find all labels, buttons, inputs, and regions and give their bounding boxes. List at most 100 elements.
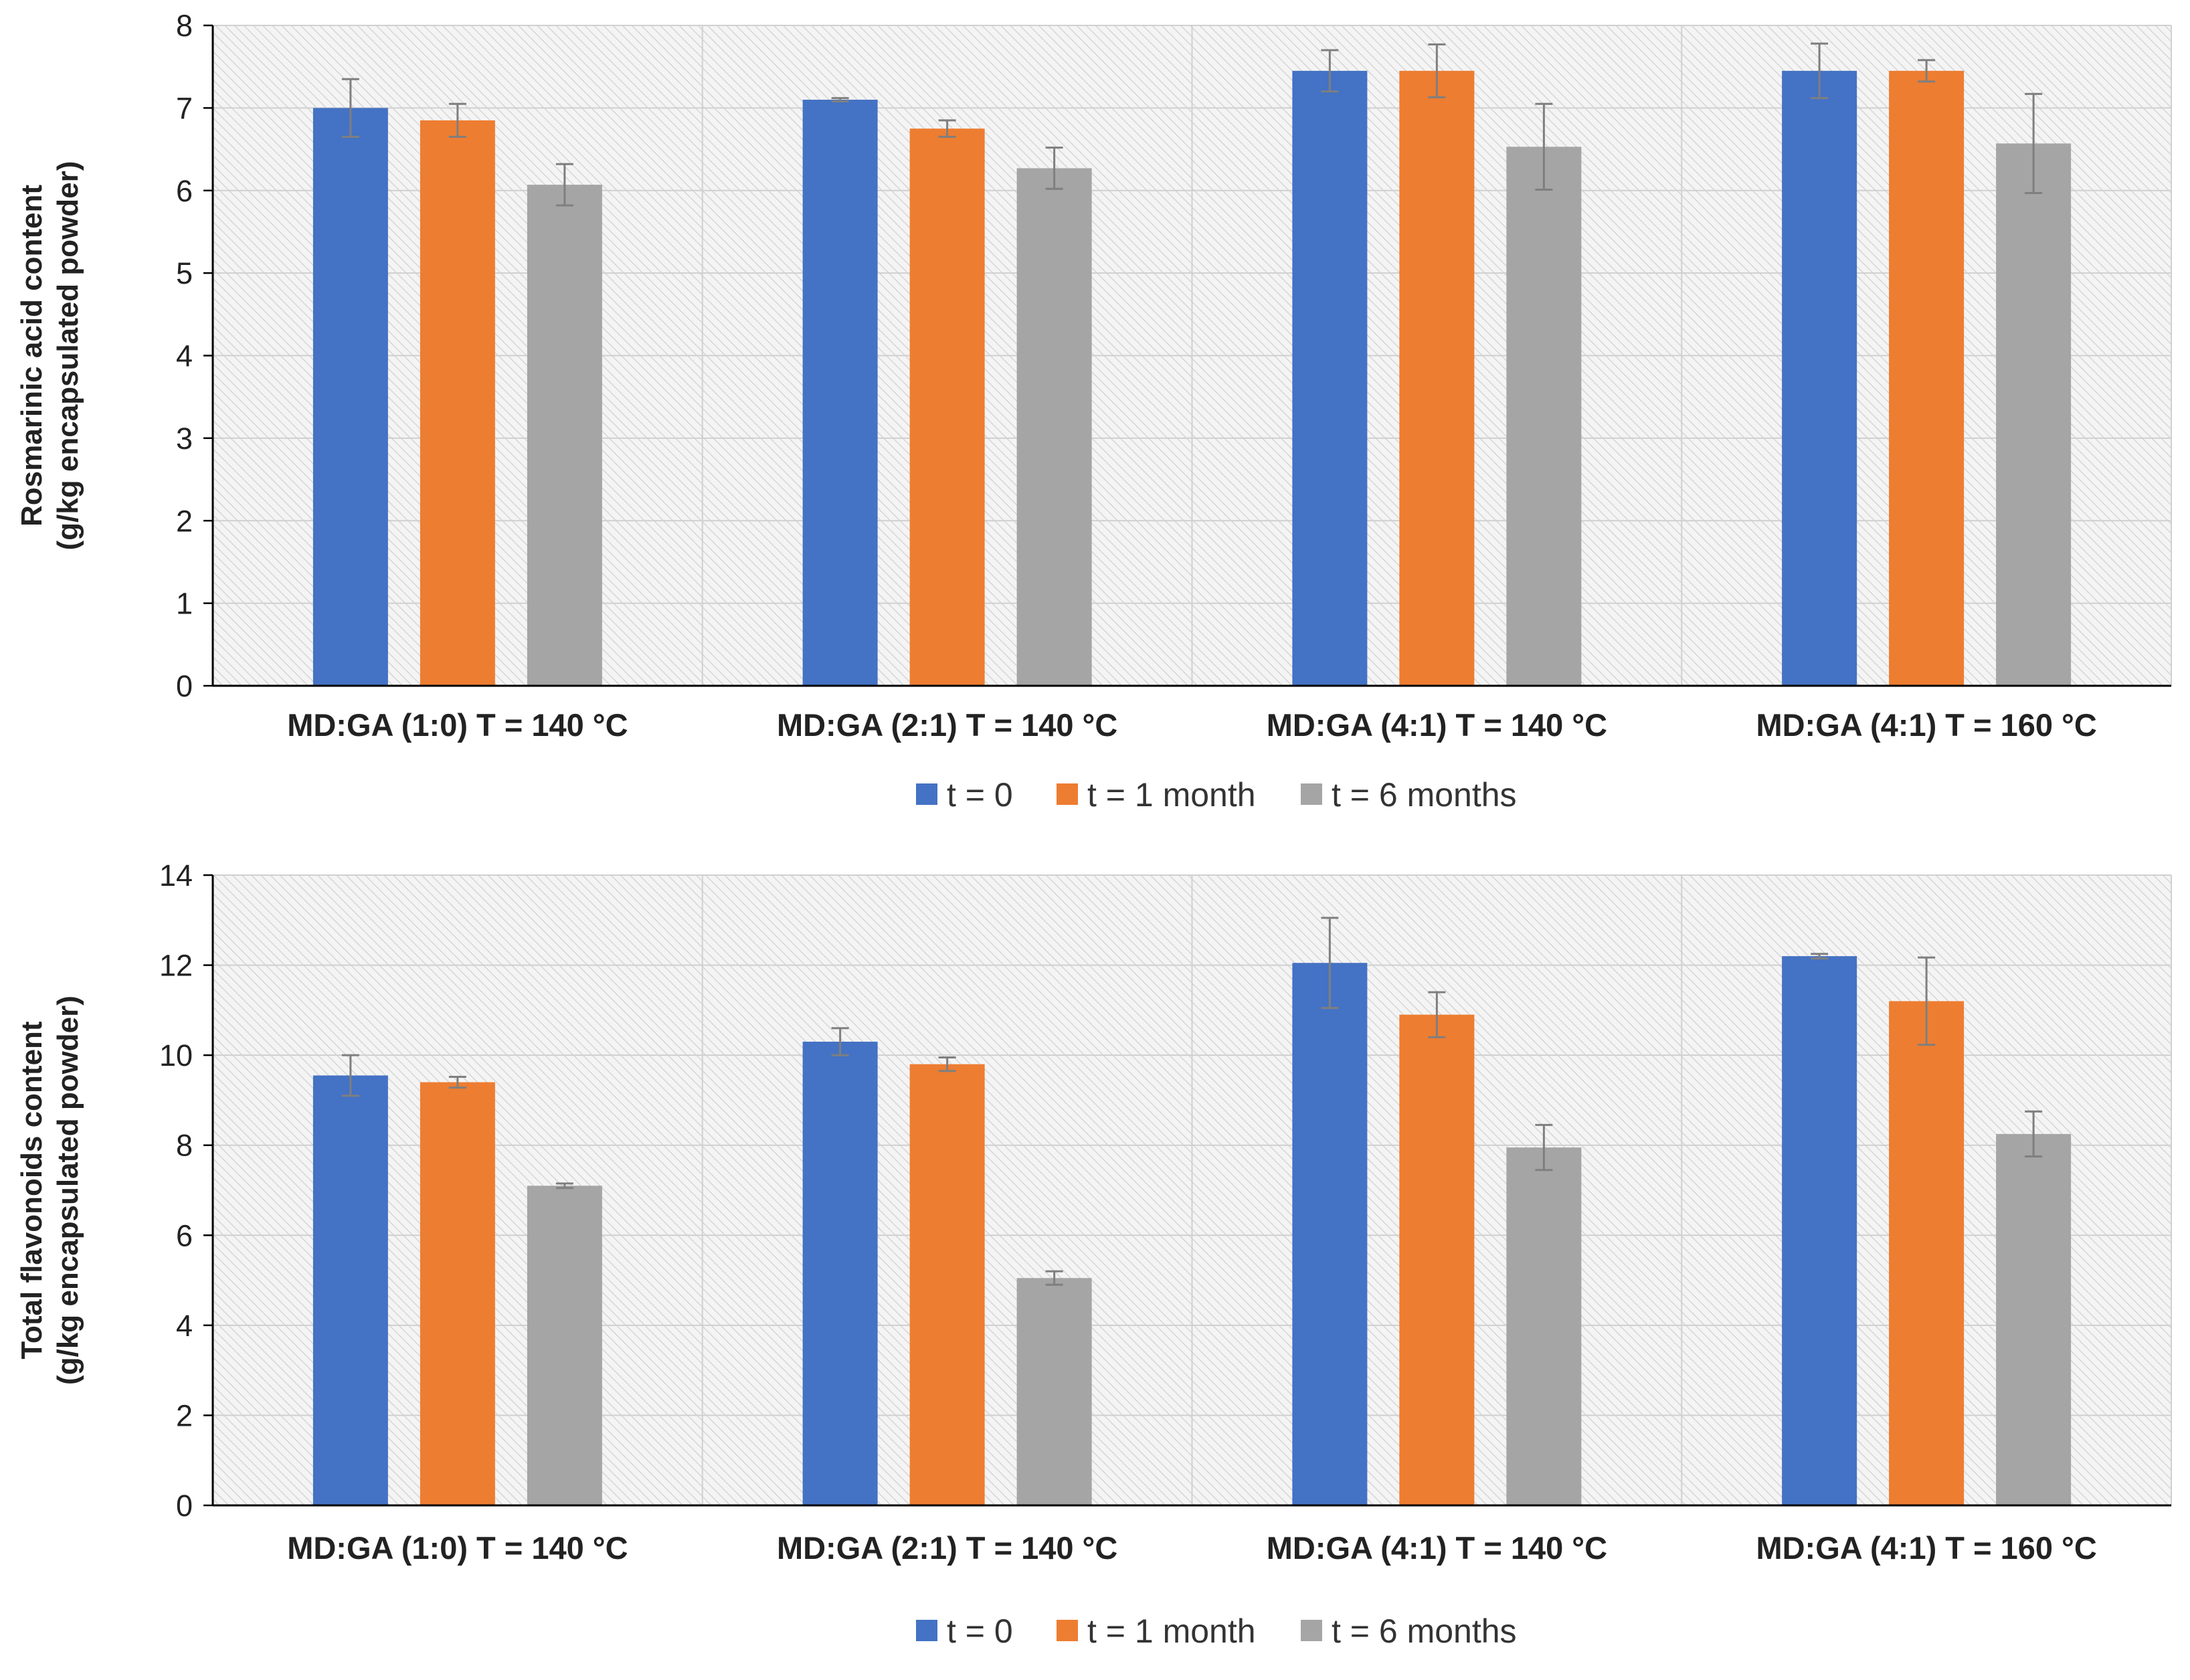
error-bar-t-6-months-1 [555,1182,573,1190]
y-axis-label-line: Rosmarinic acid content [15,185,48,527]
legend-item-t-1-month[interactable]: t = 1 month [1057,1612,1256,1650]
bar-t-1-month-3 [1399,70,1475,686]
bar-t-1-month-3 [1399,1014,1475,1505]
legend-swatch [1301,1620,1322,1641]
legend-swatch [916,1620,937,1641]
category-label: MD:GA (1:0) T = 140 °C [287,1530,628,1566]
y-axis-label-line: Total flavonoids content [15,1021,48,1360]
error-bar-t-1-month-1 [448,1075,466,1089]
category-label: MD:GA (1:0) T = 140 °C [287,707,628,743]
bar-t-0-4 [1782,956,1857,1505]
bar-t-1-month-4 [1889,70,1965,686]
y-axis-label-line: (g/kg encapsulated powder) [52,161,84,551]
legend-swatch [1057,783,1078,805]
bar-t-0-2 [802,100,878,686]
error-bar-t-0-4 [1811,953,1829,959]
legend-label: t = 6 months [1332,776,1517,814]
y-tick-label: 5 [176,256,193,290]
error-bar-t-0-3 [1321,49,1339,93]
y-tick-label: 6 [176,1218,193,1252]
error-bar-t-6-months-1 [555,163,573,207]
y-tick-label: 12 [159,949,193,983]
category-label: MD:GA (4:1) T = 140 °C [1267,707,1607,743]
error-bar-t-0-3 [1321,917,1339,1009]
bar-t-1-month-4 [1889,1001,1965,1505]
legend-label: t = 1 month [1087,1612,1256,1650]
error-bar-t-1-month-3 [1428,991,1446,1038]
bar-t-6-months-2 [1016,168,1092,686]
error-bar-t-1-month-4 [1918,59,1936,83]
error-bar-t-6-months-3 [1535,1123,1553,1172]
y-tick-label: 3 [176,422,193,456]
y-axis-label-line: (g/kg encapsulated powder) [52,996,84,1385]
bar-t-6-months-3 [1506,1147,1582,1505]
total-flavonoids-chart: 0 2 4 6 8 10 12 14 MD:GA (1:0) T = 140 °C MD:GA (… [15,858,2172,1650]
category-label: MD:GA (2:1) T = 140 °C [777,707,1117,743]
legend-item-t-0[interactable]: t = 0 [916,1612,1013,1650]
y-tick-label: 0 [176,1489,193,1523]
error-bar-t-6-months-2 [1045,147,1063,190]
category-label: MD:GA (4:1) T = 160 °C [1756,1530,2096,1566]
y-tick-label: 2 [176,1398,193,1432]
bar-t-0-1 [312,108,388,686]
error-bar-t-6-months-4 [2025,1110,2043,1158]
bar-t-6-months-3 [1506,147,1582,686]
legend: t = 0 t = 1 month t = 6 months [916,1612,1517,1650]
legend-label: t = 1 month [1087,776,1256,814]
bar-t-0-3 [1292,963,1368,1505]
legend: t = 0 t = 1 month t = 6 months [916,776,1517,814]
bar-t-1-month-2 [909,1064,985,1505]
legend-swatch [1057,1620,1078,1641]
bar-t-0-2 [802,1041,878,1505]
bar-t-6-months-4 [1996,1133,2072,1505]
error-bar-t-0-4 [1811,42,1829,100]
y-tick-label: 7 [176,91,193,125]
y-tick-label: 2 [176,504,193,538]
y-tick-label: 8 [176,1129,193,1163]
y-tick-label: 6 [176,174,193,208]
error-bar-t-6-months-4 [2025,92,2043,194]
bar-t-6-months-2 [1016,1278,1092,1505]
legend-label: t = 0 [947,776,1013,814]
y-tick-label: 14 [159,858,193,893]
legend-swatch [916,783,937,805]
bar-t-6-months-4 [1996,143,2072,686]
error-bar-t-0-2 [831,1027,849,1056]
legend-item-t-1-month[interactable]: t = 1 month [1057,776,1256,814]
legend-item-t-6-months[interactable]: t = 6 months [1301,776,1517,814]
error-bar-t-6-months-2 [1045,1270,1063,1286]
category-label: MD:GA (2:1) T = 140 °C [777,1530,1117,1566]
category-label: MD:GA (4:1) T = 160 °C [1756,707,2096,743]
legend-item-t-0[interactable]: t = 0 [916,776,1013,814]
bar-t-1-month-2 [909,128,985,686]
y-tick-label: 4 [176,1309,193,1343]
legend-label: t = 0 [947,1612,1013,1650]
y-axis-label: Total flavonoids content (g/kg encapsulat… [15,996,84,1385]
error-bar-t-6-months-3 [1535,102,1553,191]
bar-t-1-month-1 [420,120,495,686]
error-bar-t-0-1 [341,78,359,138]
legend-item-t-6-months[interactable]: t = 6 months [1301,1612,1517,1650]
bar-t-0-3 [1292,70,1368,686]
y-axis-label: Rosmarinic acid content (g/kg encapsulate… [15,161,84,551]
error-bar-t-1-month-1 [448,102,466,138]
legend-label: t = 6 months [1332,1612,1517,1650]
bar-t-1-month-1 [420,1082,495,1505]
error-bar-t-1-month-2 [938,119,956,138]
bar-t-6-months-1 [527,185,602,686]
y-tick-label: 8 [176,9,193,43]
rosmarinic-acid-chart: 0 1 2 3 4 5 6 7 8 MD:GA (1:0) T = 140 °C MD:GA (2:… [15,9,2172,814]
bar-t-6-months-1 [527,1186,602,1505]
error-bar-t-1-month-2 [938,1056,956,1072]
y-tick-label: 1 [176,587,193,621]
error-bar-t-0-2 [831,97,849,103]
y-tick-label: 10 [159,1038,193,1072]
y-tick-label: 4 [176,339,193,373]
error-bar-t-1-month-3 [1428,43,1446,98]
category-label: MD:GA (4:1) T = 140 °C [1267,1530,1607,1566]
error-bar-t-1-month-4 [1918,956,1936,1046]
bar-t-0-1 [312,1075,388,1505]
y-tick-label: 0 [176,669,193,703]
